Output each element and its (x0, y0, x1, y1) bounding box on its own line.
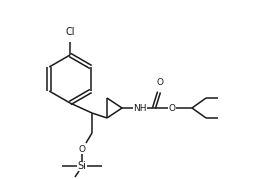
Text: Si: Si (78, 161, 86, 171)
Text: O: O (169, 103, 175, 112)
Text: NH: NH (133, 103, 147, 112)
Text: O: O (79, 144, 86, 154)
Text: Cl: Cl (65, 27, 75, 37)
Text: O: O (157, 78, 163, 87)
